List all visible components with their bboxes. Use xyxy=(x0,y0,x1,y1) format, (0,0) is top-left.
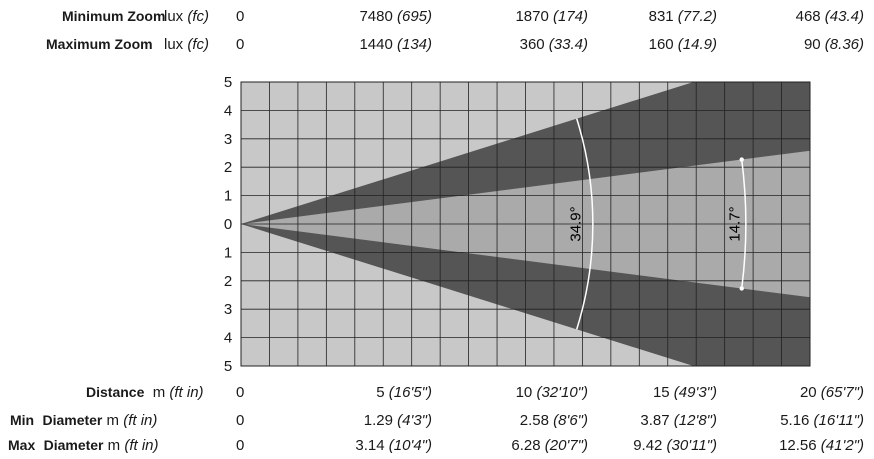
grid-border xyxy=(240,81,811,367)
min-diameter-label: Min Diameter m (ft in) xyxy=(10,412,158,429)
min-zoom-unit: lux (fc) xyxy=(164,8,210,25)
min-zoom-value: 468 (43.4) xyxy=(795,8,864,25)
max-diameter-value: 12.56 (41'2") xyxy=(779,437,864,454)
max-zoom-value: 360 (33.4) xyxy=(519,36,588,53)
max-zoom-value: 160 (14.9) xyxy=(648,36,717,53)
y-tick-label: 2 xyxy=(224,159,232,176)
y-tick-label: 3 xyxy=(224,301,232,318)
narrow-angle-label: 14.7° xyxy=(727,206,744,241)
min-diameter-value: 1.29 (4'3") xyxy=(363,412,432,429)
min-diameter-value: 5.16 (16'11") xyxy=(780,412,864,429)
y-tick-label: 4 xyxy=(224,102,232,119)
y-tick-label: 0 xyxy=(224,216,232,233)
max-zoom-value: 1440 (134) xyxy=(359,36,432,53)
narrow-arc-end-bottom xyxy=(739,286,744,291)
y-tick-label: 3 xyxy=(224,131,232,148)
max-diameter-label: Max Diameter m (ft in) xyxy=(8,437,159,454)
max-diameter-value: 6.28 (20'7") xyxy=(511,437,588,454)
y-tick-label: 2 xyxy=(224,273,232,290)
min-zoom-value: 831 (77.2) xyxy=(648,8,717,25)
max-zoom-label: Maximum Zoom xyxy=(46,36,153,52)
wide-angle-label: 34.9° xyxy=(568,206,585,241)
grid-lines xyxy=(241,82,810,366)
min-zoom-value: 1870 (174) xyxy=(515,8,588,25)
max-zoom-unit: lux (fc) xyxy=(164,36,210,53)
y-tick-label: 4 xyxy=(224,330,232,347)
min-zoom-label: Minimum Zoom xyxy=(62,8,166,24)
min-diameter-value: 3.87 (12'8") xyxy=(640,412,717,429)
max-diameter-value: 3.14 (10'4") xyxy=(355,437,432,454)
max-zoom-value: 0 xyxy=(236,36,245,53)
min-diameter-value: 2.58 (8'6") xyxy=(519,412,588,429)
wide-angle-arc xyxy=(575,118,594,330)
y-tick-label: 5 xyxy=(224,74,232,91)
min-diameter-value: 0 xyxy=(236,412,245,429)
max-zoom-value: 90 (8.36) xyxy=(803,36,864,53)
y-tick-label: 1 xyxy=(224,244,232,261)
min-zoom-value: 7480 (695) xyxy=(359,8,432,25)
min-zoom-value: 0 xyxy=(236,8,245,25)
distance-label: Distance m (ft in) xyxy=(86,384,204,401)
max-diameter-value: 9.42 (30'11") xyxy=(633,437,717,454)
distance-value: 15 (49'3") xyxy=(652,384,717,401)
y-tick-label: 5 xyxy=(224,358,232,375)
max-diameter-value: 0 xyxy=(236,437,245,454)
distance-value: 10 (32'10") xyxy=(515,384,588,401)
narrow-arc-end-top xyxy=(739,157,744,162)
distance-value: 5 (16'5") xyxy=(376,384,432,401)
distance-value: 0 xyxy=(236,384,245,401)
y-axis-ticks: 5 4 3 2 1 0 1 2 3 4 5 xyxy=(224,74,232,375)
distance-value: 20 (65'7") xyxy=(799,384,864,401)
y-tick-label: 1 xyxy=(224,188,232,205)
narrow-angle-arc xyxy=(740,159,747,289)
